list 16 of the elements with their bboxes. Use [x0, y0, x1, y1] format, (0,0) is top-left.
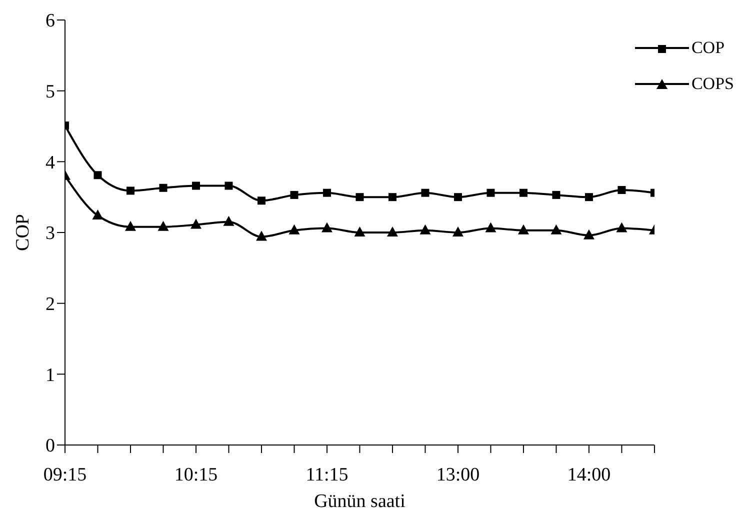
x-tick-label: 13:00 [436, 464, 480, 486]
legend-label: COPS [691, 74, 734, 94]
x-axis-title: Günün saati [314, 491, 406, 512]
legend-label: COP [691, 38, 725, 58]
y-axis-title: COP [12, 214, 34, 251]
x-tick-label: 09:15 [43, 464, 87, 486]
y-tick-label: 3 [46, 223, 55, 244]
y-tick-label: 0 [46, 436, 55, 457]
y-tick-label: 1 [46, 364, 55, 386]
y-tick-label: 2 [46, 294, 55, 316]
x-tick-label: 14:00 [567, 464, 611, 486]
x-tick-label: 11:15 [306, 464, 348, 486]
x-tick-label: 10:15 [174, 464, 218, 486]
y-tick-label: 4 [46, 152, 56, 174]
y-tick-label: 6 [46, 10, 55, 32]
y-tick-label: 5 [46, 82, 55, 103]
